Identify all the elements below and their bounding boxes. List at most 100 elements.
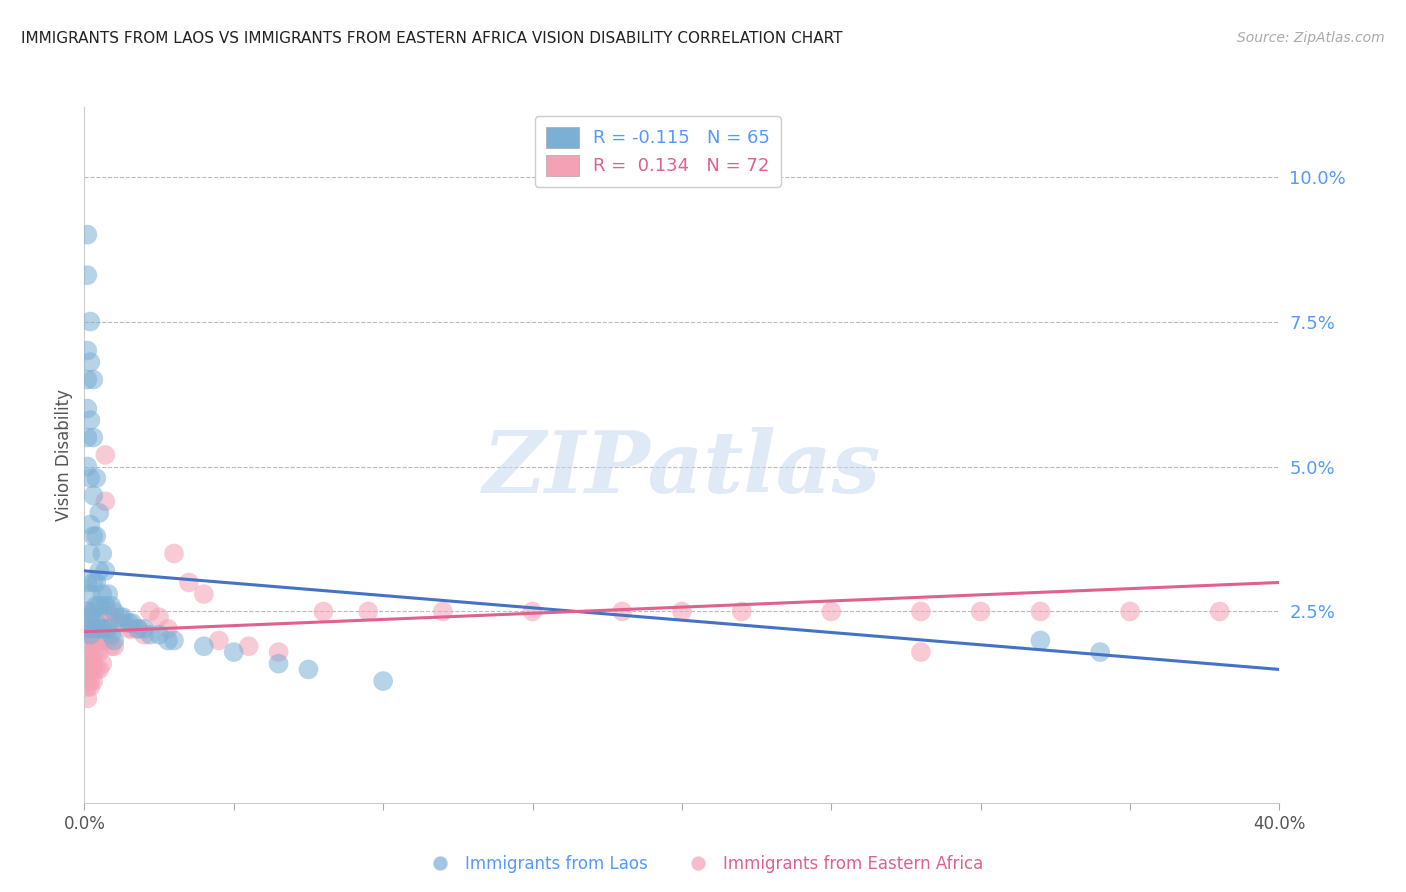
Point — [79, 645, 101, 659]
Point — [118, 622, 141, 636]
Point — [357, 605, 380, 619]
Point — [86, 615, 108, 630]
Point — [100, 599, 122, 613]
Point — [76, 633, 98, 648]
Point — [94, 622, 117, 636]
Point — [94, 494, 117, 508]
Point — [76, 662, 98, 676]
Point — [82, 657, 104, 671]
Point — [121, 615, 143, 630]
Point — [110, 610, 132, 624]
Legend: R = -0.115   N = 65, R =  0.134   N = 72: R = -0.115 N = 65, R = 0.134 N = 72 — [536, 116, 780, 186]
Point — [86, 633, 108, 648]
Point — [103, 615, 125, 630]
Point — [91, 633, 114, 648]
Point — [82, 645, 104, 659]
Point — [177, 575, 200, 590]
Point — [79, 471, 101, 485]
Point — [86, 622, 108, 636]
Point — [910, 605, 932, 619]
Point — [157, 633, 180, 648]
Y-axis label: Vision Disability: Vision Disability — [55, 389, 73, 521]
Point — [193, 639, 215, 653]
Point — [522, 605, 544, 619]
Point — [267, 645, 290, 659]
Point — [612, 605, 634, 619]
Point — [103, 633, 125, 648]
Point — [79, 413, 101, 427]
Point — [97, 633, 120, 648]
Point — [89, 662, 111, 676]
Point — [139, 605, 162, 619]
Point — [820, 605, 842, 619]
Point — [89, 599, 111, 613]
Point — [1029, 605, 1052, 619]
Point — [79, 587, 101, 601]
Point — [112, 610, 135, 624]
Point — [76, 605, 98, 619]
Point — [82, 489, 104, 503]
Point — [100, 610, 122, 624]
Point — [139, 628, 162, 642]
Point — [79, 674, 101, 689]
Point — [79, 628, 101, 642]
Point — [208, 633, 231, 648]
Point — [86, 575, 108, 590]
Point — [238, 639, 260, 653]
Point — [76, 651, 98, 665]
Point — [157, 622, 180, 636]
Point — [79, 517, 101, 532]
Point — [76, 622, 98, 636]
Point — [132, 622, 156, 636]
Point — [82, 662, 104, 676]
Point — [127, 622, 149, 636]
Point — [76, 622, 98, 636]
Point — [89, 564, 111, 578]
Point — [94, 564, 117, 578]
Point — [76, 668, 98, 682]
Point — [82, 529, 104, 543]
Point — [91, 622, 114, 636]
Point — [79, 314, 101, 328]
Point — [127, 622, 149, 636]
Point — [97, 622, 120, 636]
Point — [76, 680, 98, 694]
Point — [89, 622, 111, 636]
Point — [82, 674, 104, 689]
Point — [970, 605, 993, 619]
Point — [312, 605, 335, 619]
Point — [79, 610, 101, 624]
Point — [86, 599, 108, 613]
Point — [86, 645, 108, 659]
Point — [94, 448, 117, 462]
Point — [82, 622, 104, 636]
Point — [373, 674, 395, 689]
Point — [89, 506, 111, 520]
Point — [1090, 645, 1112, 659]
Point — [100, 628, 122, 642]
Point — [731, 605, 754, 619]
Point — [163, 633, 186, 648]
Point — [82, 605, 104, 619]
Point — [76, 575, 98, 590]
Point — [89, 628, 111, 642]
Point — [79, 633, 101, 648]
Point — [148, 610, 170, 624]
Point — [79, 657, 101, 671]
Point — [76, 605, 98, 619]
Point — [112, 615, 135, 630]
Point — [76, 645, 98, 659]
Point — [91, 605, 114, 619]
Point — [132, 628, 156, 642]
Text: Source: ZipAtlas.com: Source: ZipAtlas.com — [1237, 31, 1385, 45]
Point — [97, 605, 120, 619]
Point — [76, 430, 98, 444]
Point — [86, 662, 108, 676]
Point — [76, 373, 98, 387]
Point — [163, 546, 186, 560]
Point — [79, 662, 101, 676]
Point — [110, 615, 132, 630]
Point — [82, 575, 104, 590]
Point — [121, 622, 143, 636]
Point — [1209, 605, 1232, 619]
